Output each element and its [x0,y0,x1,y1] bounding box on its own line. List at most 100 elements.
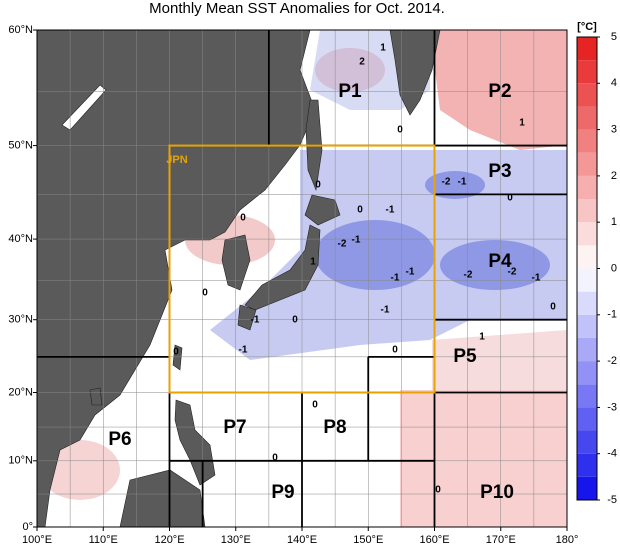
region-label: P1 [338,81,362,102]
y-tick-label: 50°N [8,139,33,151]
y-tick-label: 60°N [8,24,33,36]
colorbar-step [577,245,597,269]
kamchatka [389,30,441,116]
contour-label: -2 [464,270,473,281]
colorbar-step [577,175,597,200]
contour-label: -1 [352,235,361,246]
contour-label: 0 [357,205,363,216]
colorbar-step [577,476,597,500]
contour-label: -2 [442,177,451,188]
colorbar-tick-label: 5 [611,31,617,43]
colorbar-step [577,407,597,431]
x-tick-label: 130°E [221,534,251,546]
land [37,30,441,527]
x-tick-label: 150°E [353,534,383,546]
region-label: P2 [488,81,511,102]
contour-label: 0 [550,302,556,313]
contour-label: -2 [508,267,517,278]
contour-label: 0 [315,180,321,191]
contour-label: -1 [381,305,390,316]
contour-label: 0 [173,347,179,358]
contour-label: 0 [240,213,246,224]
cool-area [315,220,435,290]
contour-label: -2 [338,239,347,250]
colorbar-step [577,337,597,362]
contour-label: -1 [239,345,248,356]
colorbar-tick-label: -5 [607,494,617,506]
region-label: JPN [166,154,187,166]
colorbar: [°C] 5 4 3 2 1 0 -1 -2 -3 -4 -5 [576,21,617,506]
colorbar-tick-label: 1 [611,216,617,228]
cool-area [425,171,485,199]
contour-label: 1 [310,257,316,268]
contour-label: 1 [479,332,485,343]
asia-mainland [37,30,316,527]
colorbar-step [577,314,597,338]
hokkaido [304,194,341,226]
jpn-box [168,144,436,394]
colorbar-step [577,361,597,385]
y-tick-label: 40°N [8,233,33,245]
colorbar-step [577,83,597,107]
contour-label: 0 [435,485,441,496]
region-label: P8 [323,417,346,438]
taiwan [172,344,183,371]
y-tick-label: 0° [22,521,33,533]
labels: JPN P1 P2 P3 P4 P5 P6 P7 P8 P9 P10 2 1 0 1 -2 -1 0 -1 0 -2 -1… [108,43,556,503]
colorbar-step [577,106,597,130]
warm-area [40,440,120,500]
region-label: P7 [223,417,246,438]
region-label: P5 [453,346,477,367]
lake [61,84,107,131]
x-tick-label: 160°E [419,534,449,546]
region-label: P9 [271,482,294,503]
x-tick-label: 100°E [22,534,52,546]
philippines [174,399,216,486]
axes: 100°E 110°E 120°E 130°E 140°E 150°E 160°E 170°E… [8,24,578,546]
x-tick-label: 120°E [154,534,184,546]
colorbar-tick-label: 2 [611,170,617,182]
colorbar-tick-label: -4 [607,448,617,460]
contour-label: 0 [392,345,398,356]
x-tick-label: 180° [556,534,579,546]
contour-label: 1 [519,118,525,129]
colorbar-tick-label: 3 [611,124,617,136]
map-title: Monthly Mean SST Anomalies for Oct. 2014… [149,0,445,17]
region-boxes [37,30,567,527]
warm-area [400,390,567,527]
colorbar-step [577,222,597,246]
contour-label: -1 [251,315,260,326]
contour-label: -1 [532,273,541,284]
region-label: P4 [488,251,512,272]
colorbar-step [577,60,597,84]
contour-label: -1 [458,177,467,188]
map-area: JPN P1 P2 P3 P4 P5 P6 P7 P8 P9 P10 2 1 0 1 -2 -1 0 -1 0 -2 -1… [37,30,567,527]
region-label: P3 [488,161,511,182]
warm-area [430,30,567,150]
colorbar-step [577,268,597,292]
colorbar-step [577,384,597,408]
warm-area [432,330,567,390]
x-tick-label: 170°E [486,534,516,546]
y-tick-label: 10°N [8,455,33,467]
contour-label: -1 [391,273,400,284]
contour-label: -1 [386,205,395,216]
colorbar-step [577,430,597,454]
x-tick-label: 140°E [287,534,317,546]
contour-label: 0 [202,288,208,299]
contour-label: 0 [272,453,278,464]
colorbar-tick-label: 0 [611,262,617,274]
colorbar-step [577,453,597,477]
colorbar-tick-label: -3 [607,401,617,413]
region-label: P10 [480,482,514,503]
contour-label: -1 [406,267,415,278]
contour-label: 0 [507,193,513,204]
colorbar-tick-label: -1 [607,309,617,321]
colorbar-step [577,291,597,315]
colorbar-step [577,199,597,223]
region-label: P6 [108,429,131,450]
y-tick-label: 30°N [8,314,33,326]
x-tick-label: 110°E [89,534,118,546]
contour-label: 1 [380,43,386,54]
